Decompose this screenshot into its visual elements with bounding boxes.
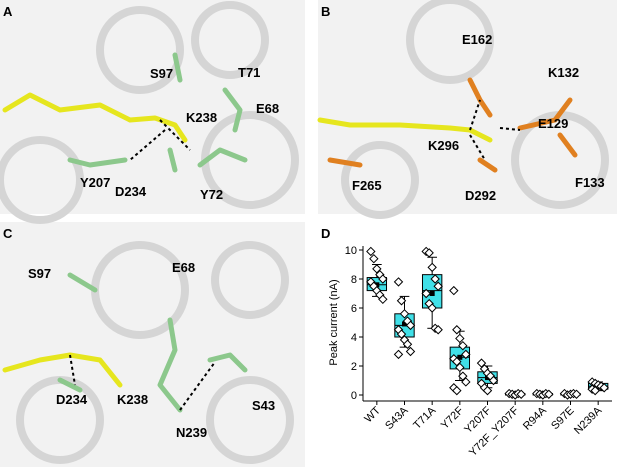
- data-point: [427, 262, 437, 273]
- data-point: [455, 333, 465, 344]
- residue-label: K132: [548, 65, 579, 80]
- h-bonds: [69, 99, 521, 411]
- x-tick-label: R94A: [521, 404, 549, 432]
- residue-label: N239: [176, 425, 207, 440]
- data-point: [544, 389, 554, 399]
- residue-label: S43: [252, 398, 275, 413]
- data-point: [405, 320, 416, 331]
- mean: [402, 321, 407, 327]
- data-point: [433, 325, 443, 335]
- data-point: [571, 389, 582, 399]
- x-tick-label: N239A: [572, 404, 605, 437]
- data-point: [421, 288, 431, 299]
- data-point: [461, 349, 471, 360]
- residue-label: F265: [352, 178, 382, 193]
- residue-label: K296: [428, 138, 459, 153]
- data-point: [590, 385, 600, 396]
- data-point: [427, 303, 437, 313]
- y-tick-label: 2: [351, 361, 357, 373]
- data-point: [458, 371, 468, 381]
- data-point: [372, 264, 382, 274]
- y-tick-label: 6: [351, 303, 357, 315]
- data-point: [430, 274, 440, 284]
- residue-label: D234: [56, 392, 88, 407]
- data-point: [476, 358, 487, 368]
- data-point: [424, 248, 434, 258]
- residue-label: T71: [238, 65, 260, 80]
- data-point: [452, 356, 462, 367]
- residue-label: K238: [117, 392, 148, 407]
- data-point: [369, 253, 379, 264]
- data-point: [449, 285, 459, 296]
- residue-label: E129: [538, 116, 568, 131]
- residue-label: D292: [465, 188, 496, 203]
- data-point: [482, 385, 493, 396]
- data-point: [488, 375, 499, 386]
- data-point: [366, 246, 376, 257]
- data-point: [396, 329, 407, 339]
- data-point: [455, 362, 465, 373]
- panel-letter: A: [3, 4, 13, 19]
- data-point: [458, 340, 468, 351]
- x-tick-label: S43A: [383, 404, 411, 432]
- residue-label: E162: [462, 32, 492, 47]
- data-point: [599, 383, 609, 393]
- data-point: [378, 294, 388, 305]
- residue-label: S97: [150, 66, 173, 81]
- data-point: [516, 389, 526, 399]
- data-point: [393, 349, 404, 360]
- x-tick-label: T71A: [411, 404, 439, 432]
- mean: [457, 354, 463, 360]
- residue-label: Y207: [80, 175, 110, 190]
- panel-letter: D: [321, 226, 330, 241]
- data-point: [378, 274, 388, 284]
- mean: [429, 291, 435, 296]
- residue-label: F133: [575, 175, 605, 190]
- x-tick-label: WT: [362, 404, 383, 425]
- panel-letter: B: [321, 4, 330, 19]
- y-tick-label: 0: [351, 390, 357, 402]
- helices: [0, 0, 609, 464]
- residue-label: E68: [172, 260, 195, 275]
- panel-letter: C: [3, 226, 13, 241]
- data-point: [433, 281, 443, 291]
- residue-label: E68: [256, 101, 279, 116]
- x-tick-label: Y72F_Y207F: [467, 404, 522, 459]
- data-point: [405, 346, 416, 357]
- data-point: [393, 277, 404, 287]
- residue-label: S97: [28, 266, 51, 281]
- y-tick-label: 8: [351, 274, 357, 286]
- data-point: [461, 377, 471, 387]
- residue-label: Y72: [200, 187, 223, 202]
- y-axis-label: Peak current (nA): [328, 279, 340, 365]
- data-point: [452, 385, 462, 396]
- data-point: [396, 296, 407, 306]
- data-point: [402, 339, 413, 349]
- residue-label: D234: [115, 184, 147, 199]
- residue-label: K238: [186, 110, 217, 125]
- y-tick-label: 10: [345, 245, 357, 257]
- y-tick-label: 4: [351, 332, 357, 344]
- data-point: [452, 325, 462, 335]
- data-point: [399, 309, 410, 319]
